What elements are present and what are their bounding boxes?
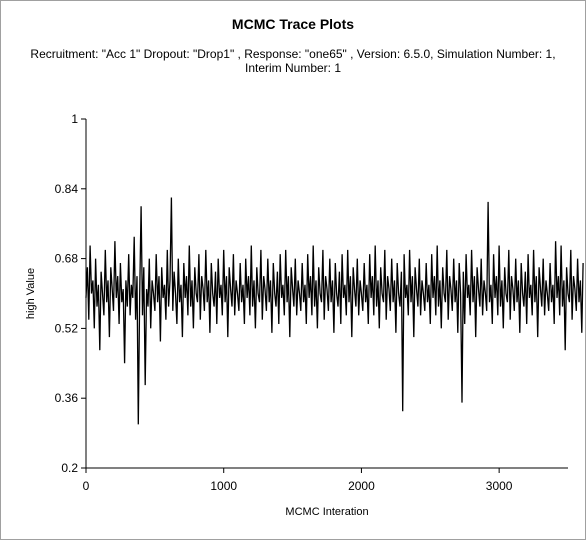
x-tick-label: 3000 xyxy=(486,479,513,493)
y-axis-label: high Value xyxy=(25,268,37,319)
chart-subtitle: Recruitment: "Acc 1" Dropout: "Drop1" , … xyxy=(30,47,556,75)
y-tick-label: 0.36 xyxy=(55,391,79,405)
y-tick-label: 0.84 xyxy=(55,182,79,196)
x-tick-label: 2000 xyxy=(348,479,375,493)
chart-title: MCMC Trace Plots xyxy=(231,16,355,32)
y-tick-label: 0.52 xyxy=(55,321,79,335)
trace-series-line xyxy=(85,197,584,425)
plot-area xyxy=(85,197,584,425)
x-tick-label: 1000 xyxy=(210,479,237,493)
x-axis-label: MCMC Interation xyxy=(285,506,368,518)
y-tick-label: 1 xyxy=(71,112,78,126)
y-tick-label: 0.68 xyxy=(55,252,79,266)
x-axis-ticks: 0 1000 2000 3000 xyxy=(83,468,513,493)
y-tick-label: 0.2 xyxy=(61,461,78,475)
x-tick-label: 0 xyxy=(83,479,90,493)
y-axis-ticks: 0.2 0.36 0.52 0.68 0.84 1 xyxy=(55,112,86,475)
